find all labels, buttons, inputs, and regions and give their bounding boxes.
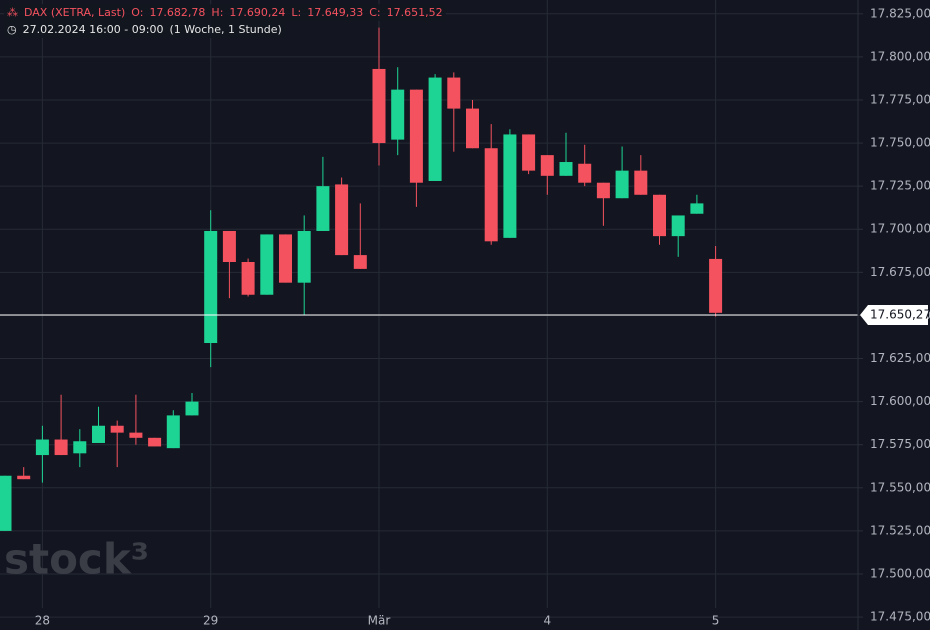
- x-tick-label: 29: [203, 614, 218, 628]
- x-tick-label: Mär: [368, 614, 391, 628]
- header-row: ⁂ DAX (XETRA, Last) O: 17.682,78 H: 17.690…: [4, 4, 446, 21]
- candle-body: [559, 162, 573, 176]
- candle-body: [615, 170, 629, 199]
- candles: [0, 27, 858, 531]
- candle-body: [92, 425, 105, 443]
- candle-body: [634, 170, 648, 195]
- y-tick-label: 17.625,00: [870, 351, 930, 365]
- subtitle: 27.02.2024 16:00 - 09:00: [22, 23, 164, 36]
- y-tick-label: 17.750,00: [870, 136, 930, 150]
- ohlc-label: H:: [211, 6, 224, 19]
- x-tick-label: 5: [712, 614, 720, 628]
- candle-body: [503, 134, 517, 238]
- candle-body: [709, 258, 723, 313]
- candle-body: [372, 68, 386, 144]
- symbol: DAX (XETRA, Last): [24, 6, 126, 19]
- candle-body: [129, 432, 143, 438]
- candle-body: [540, 155, 554, 176]
- candle-body: [0, 475, 12, 531]
- y-tick-label: 17.500,00: [870, 566, 930, 580]
- candle-body: [690, 203, 704, 214]
- icon: ⁂: [7, 6, 18, 19]
- candle-body: [335, 184, 349, 256]
- candle-body: [447, 77, 461, 109]
- y-tick-label: 17.800,00: [870, 49, 930, 63]
- ohlc-label: O:: [131, 6, 144, 19]
- watermark: stock³: [4, 535, 149, 584]
- last-price-label: 17.650,27: [870, 307, 930, 321]
- candle-body: [260, 234, 274, 295]
- ohlc-label: C:: [369, 6, 381, 19]
- candle-body: [578, 163, 592, 183]
- candle-body: [671, 215, 685, 237]
- candle-body: [409, 89, 423, 183]
- candle-body: [110, 425, 124, 433]
- ohlc-value: 17.682,78: [149, 6, 206, 19]
- x-tick-label: 28: [35, 614, 50, 628]
- candle-body: [428, 77, 442, 181]
- candle-body: [17, 475, 31, 480]
- ohlc-label: L:: [291, 6, 302, 19]
- candle-body: [297, 230, 311, 283]
- candle-body: [353, 255, 367, 269]
- candle-body: [148, 437, 162, 447]
- y-tick-label: 17.825,00: [870, 6, 930, 20]
- y-tick-label: 17.675,00: [870, 265, 930, 279]
- x-tick-label: 4: [543, 614, 551, 628]
- candle-body: [54, 439, 68, 456]
- candle-body: [466, 108, 479, 149]
- y-tick-label: 17.775,00: [870, 92, 930, 106]
- y-tick-label: 17.575,00: [870, 437, 930, 451]
- interval: (1 Woche, 1 Stunde): [169, 23, 282, 36]
- header: ⁂ DAX (XETRA, Last) O: 17.682,78 H: 17.690…: [4, 4, 446, 38]
- candle-body: [522, 134, 536, 171]
- candle-body: [279, 234, 292, 283]
- y-tick-label: 17.550,00: [870, 480, 930, 494]
- axis: 17.475,00 17.500,00 17.525,00 17.550,00 17.5…: [35, 6, 930, 627]
- candle-body: [316, 186, 330, 231]
- candle-body: [653, 194, 666, 237]
- candle-body: [166, 415, 180, 449]
- ohlc-value: 17.690,24: [229, 6, 286, 19]
- candle-body: [484, 148, 498, 242]
- y-tick-label: 17.725,00: [870, 179, 930, 193]
- candle-body: [35, 439, 49, 456]
- y-tick-label: 17.525,00: [870, 523, 930, 537]
- candle-body: [222, 230, 236, 262]
- y-tick-label: 17.475,00: [870, 610, 930, 624]
- candle-body: [73, 441, 87, 454]
- y-tick-label: 17.700,00: [870, 222, 930, 236]
- ohlc-value: 17.651,52: [386, 6, 443, 19]
- candle-body: [204, 230, 218, 344]
- clock-icon: ◷: [7, 23, 17, 36]
- header-row: ◷ 27.02.2024 16:00 - 09:00 (1 Woche, 1 S…: [4, 21, 285, 38]
- candle-body: [391, 89, 405, 140]
- candle-body: [241, 261, 255, 295]
- ohlc-value: 17.649,33: [307, 6, 364, 19]
- last-price-box: [860, 304, 928, 325]
- candle-body: [596, 182, 610, 199]
- y-tick-label: 17.600,00: [870, 394, 930, 408]
- candle-body: [185, 401, 199, 416]
